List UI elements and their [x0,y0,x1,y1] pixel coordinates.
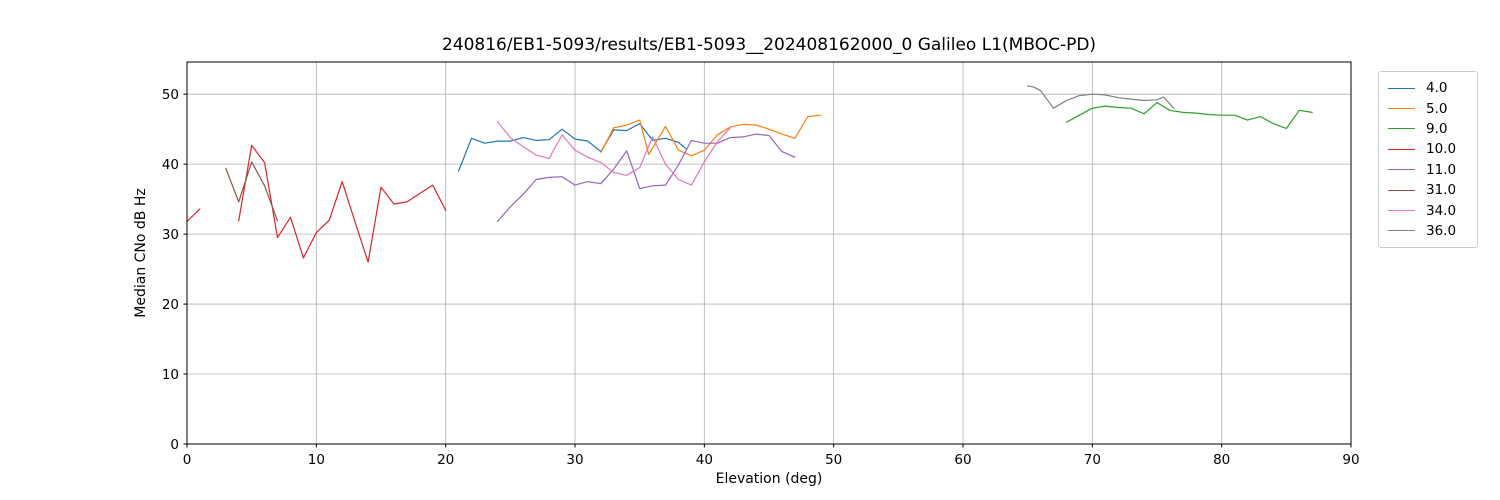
legend-entry-36.0: 36.0 [1379,221,1477,241]
legend-line-swatch [1388,87,1415,89]
series-line-10.0 [186,144,447,263]
legend-label: 10.0 [1426,141,1457,158]
y-tick-label: 0 [170,437,179,453]
series-line-34.0 [496,120,731,186]
legend-line-swatch [1388,189,1415,191]
legend-entry-11.0: 11.0 [1379,160,1477,180]
x-tick-label: 90 [1342,452,1359,468]
x-tick-label: 10 [308,452,325,468]
legend-label: 5.0 [1426,100,1448,117]
y-tick-label: 10 [162,367,179,383]
legend-entry-10.0: 10.0 [1379,139,1477,159]
chart-title: 240816/EB1-5093/results/EB1-5093__202408… [441,35,1097,55]
legend-label: 34.0 [1426,202,1457,219]
legend-entry-4.0: 4.0 [1379,78,1477,98]
legend-line-swatch [1388,169,1415,171]
legend-line-swatch [1388,108,1415,110]
x-tick-label: 50 [825,452,842,468]
legend-label: 31.0 [1426,182,1457,199]
x-tick-label: 70 [1084,452,1101,468]
legend-entry-5.0: 5.0 [1379,98,1477,118]
plot-border [186,61,1352,445]
legend-line-swatch [1388,230,1415,232]
series-line-9.0 [1065,102,1313,130]
legend-entry-34.0: 34.0 [1379,200,1477,220]
series-line-4.0 [458,123,687,172]
legend-label: 11.0 [1426,161,1457,178]
x-tick-label: 40 [696,452,713,468]
series-line-5.0 [600,114,822,157]
y-tick-label: 30 [162,227,179,243]
x-tick-label: 30 [566,452,583,468]
x-tick-label: 0 [183,452,192,468]
legend-label: 9.0 [1426,120,1448,137]
y-tick-label: 20 [162,297,179,313]
x-tick-label: 20 [437,452,454,468]
y-tick-label: 40 [162,157,179,173]
legend-line-swatch [1388,210,1415,212]
x-axis-label: Elevation (deg) [715,471,823,487]
y-tick-label: 50 [162,87,179,103]
series-line-31.0 [225,161,279,222]
legend-line-swatch [1388,148,1415,150]
legend-line-swatch [1388,128,1415,130]
legend-label: 4.0 [1426,80,1448,97]
legend-entry-31.0: 31.0 [1379,180,1477,200]
series-line-11.0 [496,133,796,223]
x-tick-label: 60 [954,452,971,468]
legend-label: 36.0 [1426,222,1457,239]
x-tick-label: 80 [1213,452,1230,468]
legend: 4.0 5.0 9.0 10.0 11.0 31.0 34.0 36.0 [1378,71,1478,249]
legend-entry-9.0: 9.0 [1379,119,1477,139]
series-line-36.0 [1027,85,1175,109]
